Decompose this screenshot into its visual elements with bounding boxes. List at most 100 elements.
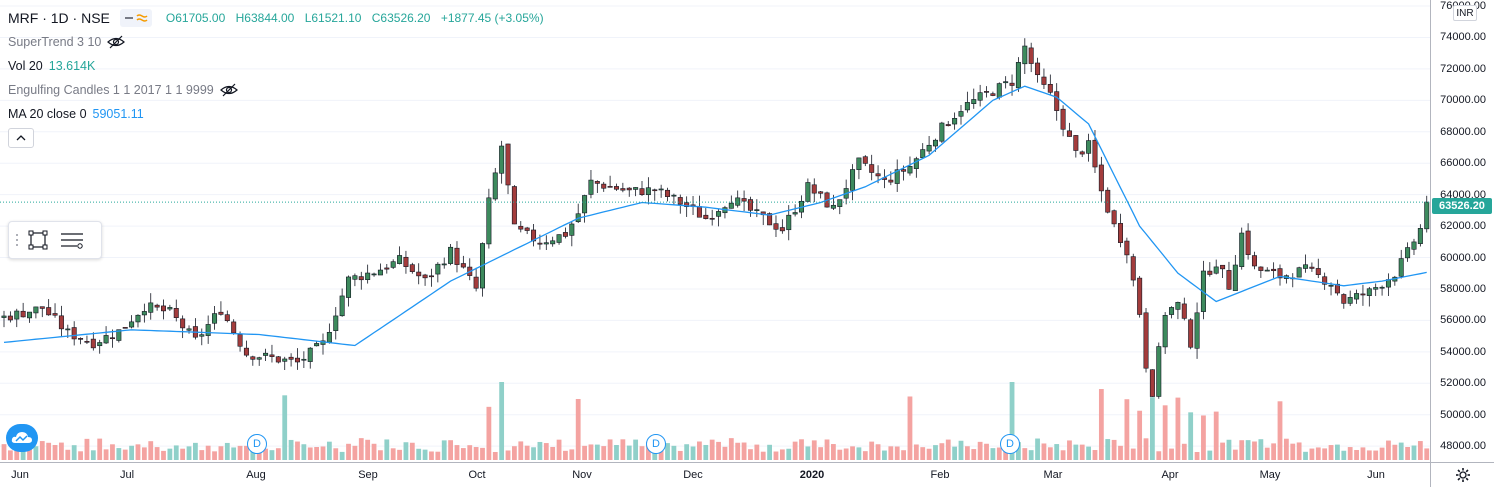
volume-bar: [397, 449, 402, 460]
chart-settings-button[interactable]: [1430, 462, 1494, 487]
floating-drawing-toolbar[interactable]: [8, 221, 102, 259]
dividend-marker[interactable]: D: [1000, 434, 1020, 454]
supertrend-row[interactable]: SuperTrend 3 10: [8, 30, 551, 54]
volume-bar: [945, 439, 951, 460]
candle-up: [569, 223, 575, 236]
volume-bar: [14, 445, 20, 460]
candle-down: [1066, 130, 1072, 137]
volume-bar: [575, 398, 581, 460]
candle-down: [403, 256, 409, 267]
candle-down: [1047, 83, 1053, 93]
volume-bar: [1156, 451, 1162, 460]
candle-down: [1143, 312, 1149, 369]
candle-down: [1009, 82, 1015, 86]
candle-up: [492, 172, 498, 200]
eye-hidden-icon[interactable]: [219, 83, 238, 97]
price-tick-label: 58000.00: [1440, 282, 1486, 295]
candle-down: [875, 173, 881, 177]
candle-up: [486, 197, 492, 245]
candle-up: [326, 331, 332, 343]
candle-down: [1277, 268, 1283, 279]
volume-bar: [901, 450, 906, 460]
candle-up: [14, 310, 20, 320]
volume-bar: [186, 446, 192, 460]
symbol-title[interactable]: MRF · 1D · NSE: [8, 10, 110, 26]
volume-bar: [307, 447, 313, 460]
candle-down: [269, 354, 275, 357]
engulfing-row[interactable]: Engulfing Candles 1 1 2017 1 1 9999: [8, 78, 551, 102]
candle-up: [1417, 228, 1423, 244]
candle-up: [543, 242, 549, 245]
rectangle-tool-button[interactable]: [21, 225, 55, 255]
chart-pane[interactable]: [0, 0, 1430, 462]
dividend-marker[interactable]: D: [646, 434, 666, 454]
volume-bar: [920, 447, 926, 460]
candle-down: [1092, 139, 1098, 168]
time-axis[interactable]: Jun Jul Aug Sep Oct Nov Dec 2020 Feb Mar Apr May Jun: [0, 462, 1430, 487]
candle-down: [652, 189, 658, 192]
volume-bar: [1188, 412, 1194, 460]
volume-bar: [282, 395, 288, 460]
candle-up: [1373, 287, 1379, 290]
time-tick-label: Apr: [1161, 469, 1179, 481]
drawing-settings-button[interactable]: [55, 225, 89, 255]
volume-bar: [805, 446, 811, 460]
candle-up: [116, 329, 122, 341]
tradingview-logo[interactable]: [6, 424, 38, 452]
volume-bar: [1137, 410, 1143, 460]
candle-down: [1054, 91, 1060, 111]
volume-bar: [352, 445, 358, 460]
currency-label[interactable]: INR: [1453, 5, 1477, 21]
volume-bar: [1283, 438, 1289, 460]
candle-up: [1086, 140, 1092, 154]
drag-handle[interactable]: [13, 234, 21, 246]
candle-up: [390, 261, 396, 268]
market-status-badge[interactable]: [119, 9, 152, 27]
volume-row[interactable]: Vol 20 13.614K: [8, 54, 551, 78]
candle-up: [339, 295, 345, 317]
price-axis[interactable]: 76000.0074000.0072000.0070000.0068000.00…: [1430, 0, 1494, 462]
dividend-marker[interactable]: D: [247, 434, 267, 454]
candle-up: [920, 149, 926, 158]
candle-up: [167, 307, 173, 310]
candle-down: [1341, 294, 1347, 304]
volume-bar: [1009, 382, 1015, 460]
candle-up: [441, 263, 447, 266]
volume-bar: [1220, 442, 1225, 460]
cloud-chart-icon: [11, 432, 33, 443]
candle-down: [613, 186, 619, 190]
candle-down: [1207, 270, 1213, 275]
chart-legend: MRF · 1D · NSE O61705.00 H63844.00 L6152…: [8, 6, 551, 148]
volume-bar: [1150, 397, 1155, 460]
volume-bar: [716, 441, 721, 460]
volume-bar: [180, 448, 186, 460]
volume-bar: [454, 445, 460, 460]
volume-bar: [850, 446, 855, 460]
candle-down: [945, 124, 951, 127]
candle-up: [256, 357, 262, 360]
time-tick-label: Feb: [930, 469, 950, 481]
candle-down: [275, 356, 281, 363]
volume-bar: [543, 443, 549, 460]
ma-row[interactable]: MA 20 close 0 59051.11: [8, 102, 551, 126]
candle-down: [1360, 293, 1366, 296]
candle-down: [1060, 108, 1066, 130]
volume-bar: [365, 439, 371, 460]
volume-bar: [933, 445, 938, 460]
volume-bar: [1194, 451, 1200, 460]
candle-down: [1322, 276, 1328, 285]
collapse-legend-button[interactable]: [8, 128, 34, 148]
time-tick-label: Sep: [358, 469, 378, 481]
eye-hidden-icon[interactable]: [107, 35, 126, 49]
volume-bar: [218, 446, 224, 460]
candle-up: [27, 311, 33, 319]
candle-up: [556, 234, 562, 243]
candlestick-chart[interactable]: [0, 0, 1430, 462]
candle-up: [1303, 264, 1309, 269]
candle-up: [263, 352, 269, 356]
candle-down: [1251, 255, 1257, 267]
candle-up: [958, 111, 964, 117]
volume-bar: [1181, 443, 1187, 460]
candle-down: [696, 206, 702, 218]
candle-down: [1079, 151, 1085, 155]
